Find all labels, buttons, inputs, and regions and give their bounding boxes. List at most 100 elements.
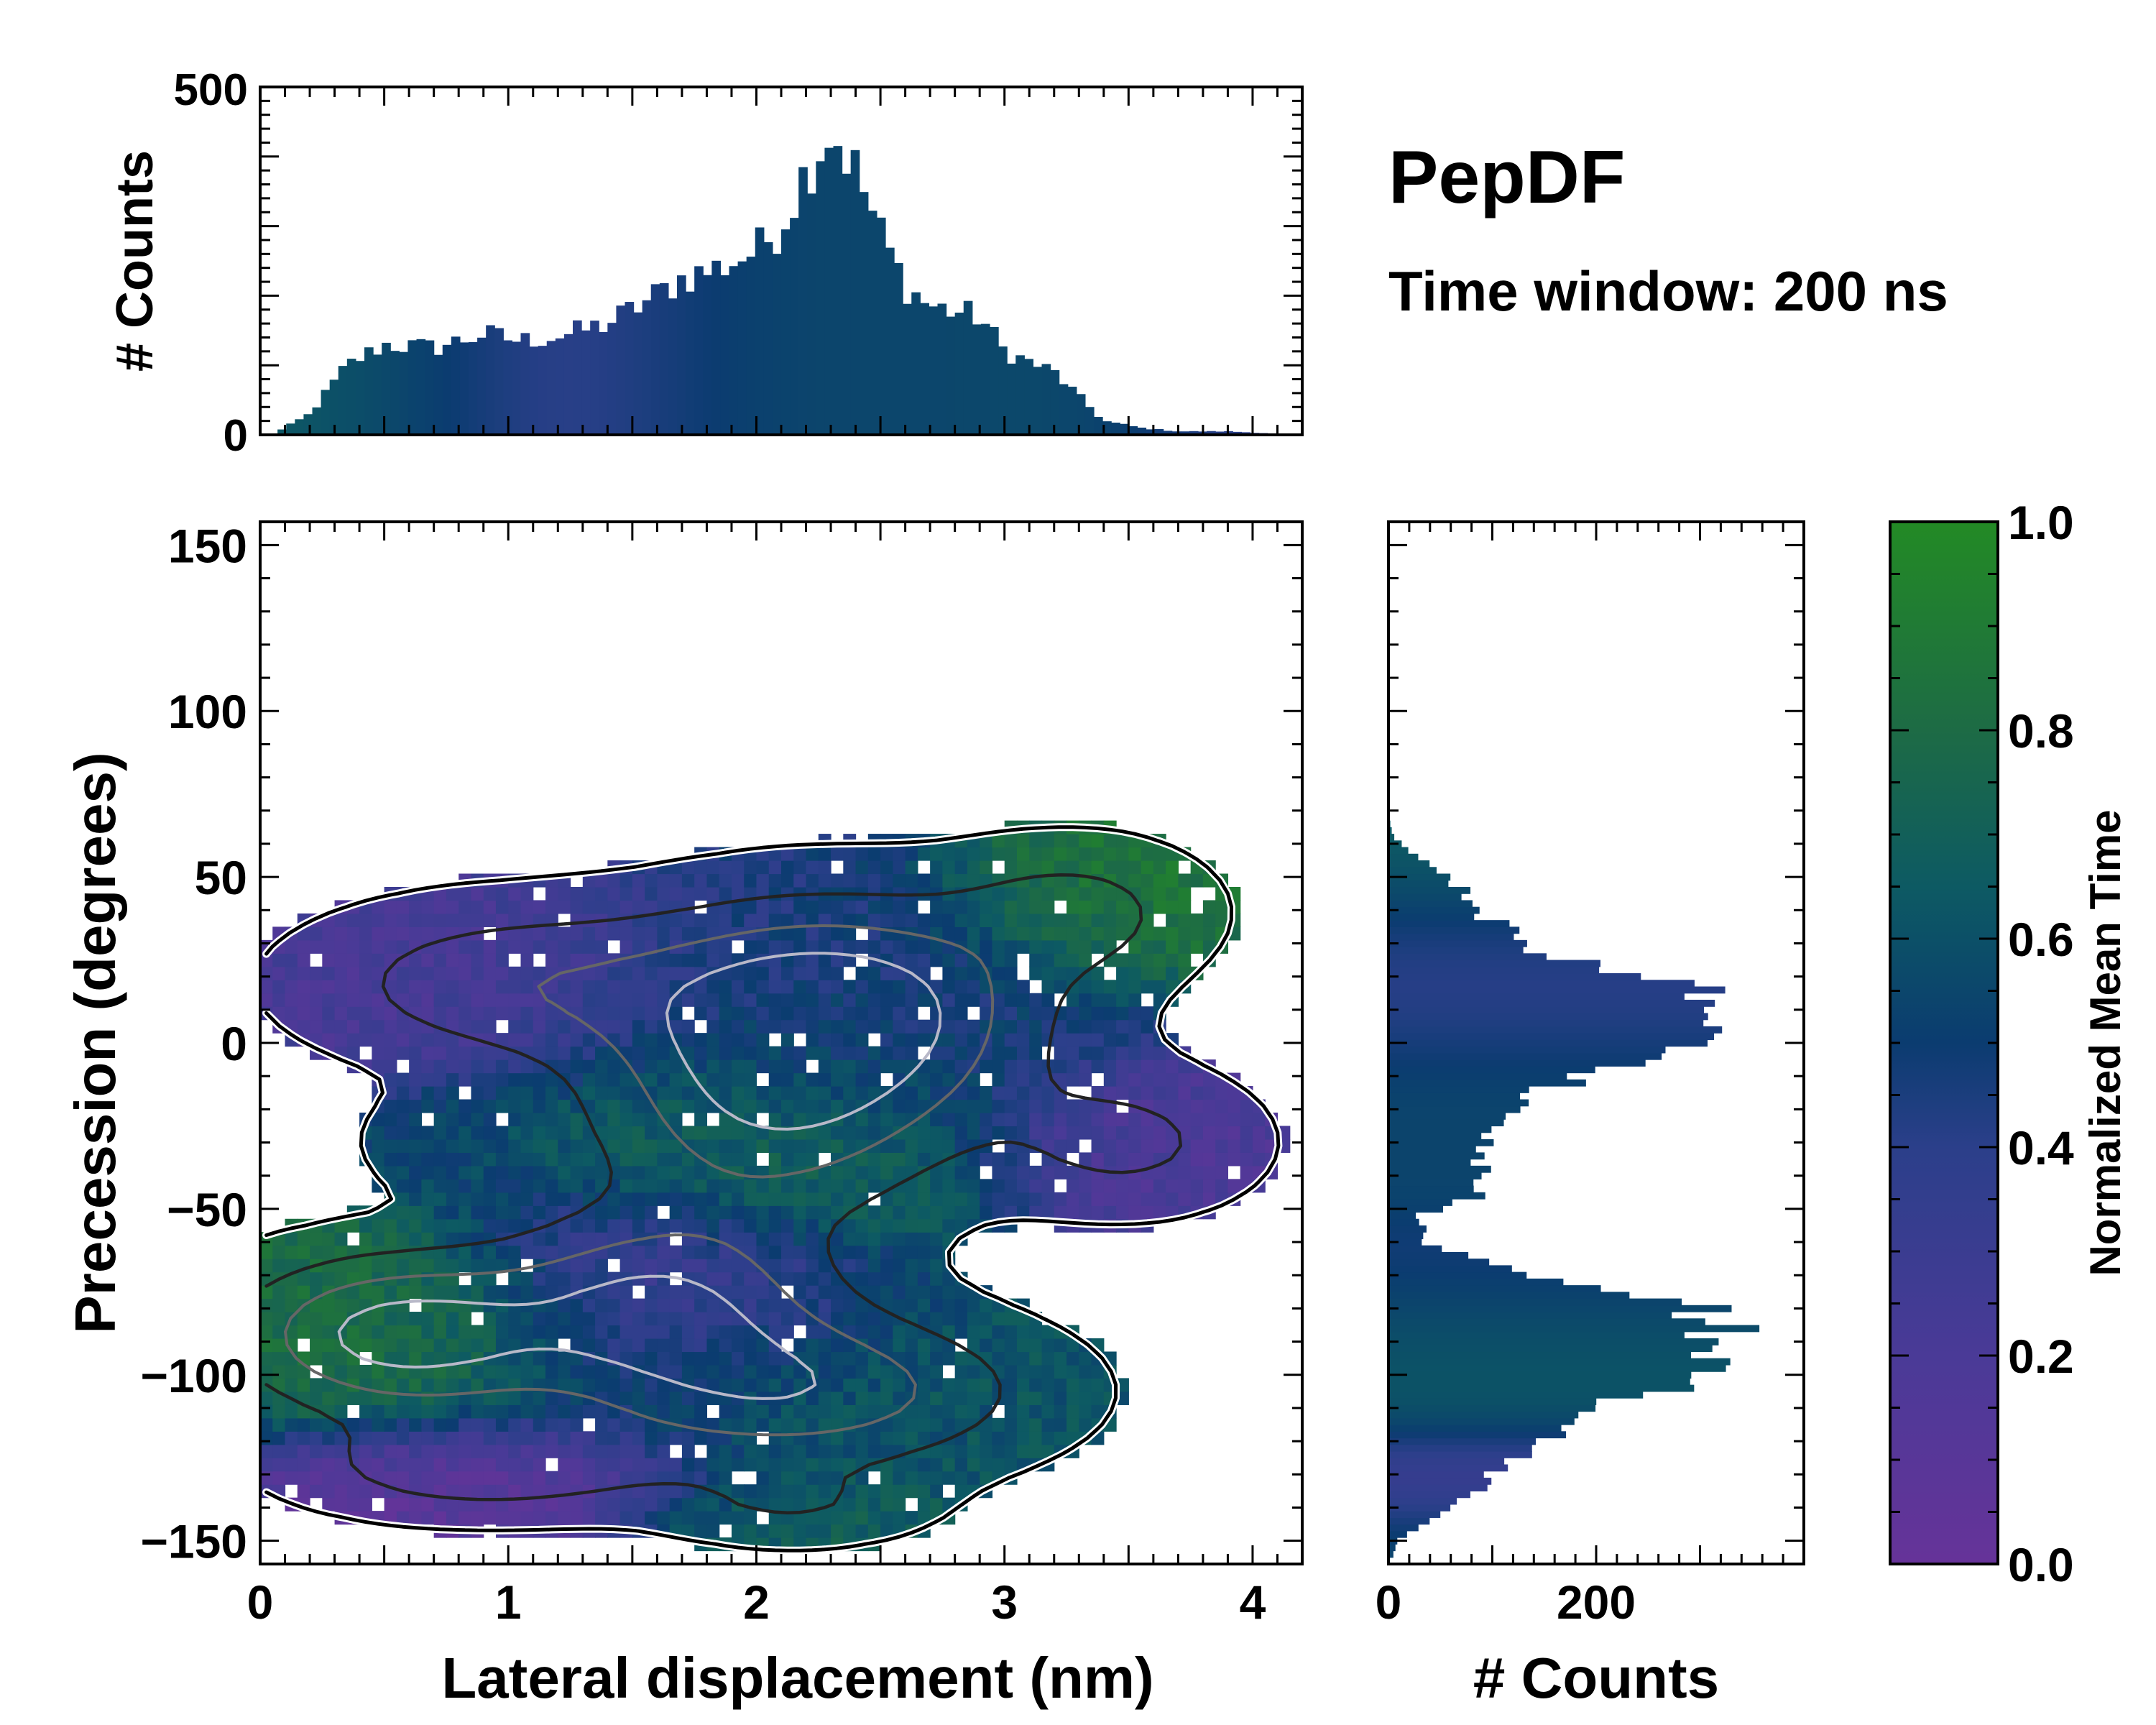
heatmap-cell [806, 1444, 819, 1458]
heatmap-cell [459, 1325, 472, 1339]
heatmap-cell [744, 1006, 757, 1021]
heatmap-cell [632, 1431, 645, 1445]
heatmap-cell [657, 1351, 671, 1366]
heatmap-cell [967, 1471, 980, 1485]
heatmap-cell [893, 1338, 906, 1353]
heatmap-cell [818, 1471, 831, 1485]
heatmap-cell [260, 1417, 273, 1432]
heatmap-cell [645, 1218, 658, 1233]
heatmap-cell [471, 993, 484, 1007]
heatmap-cell [930, 900, 944, 914]
heatmap-cell [384, 1404, 397, 1419]
heatmap-cell [545, 1378, 558, 1392]
heatmap-cell [855, 1126, 869, 1140]
heatmap-cell [372, 1259, 385, 1273]
heatmap-cell [930, 1086, 944, 1100]
heatmap-cell [744, 1378, 757, 1392]
heatmap-cell [1067, 1192, 1079, 1206]
heatmap-cell [1041, 1192, 1055, 1206]
heatmap-cell [409, 1126, 423, 1140]
heatmap-cell [545, 1205, 558, 1220]
heatmap-cell [1128, 1046, 1142, 1060]
heatmap-cell [1004, 1165, 1018, 1179]
heatmap-cell [731, 1099, 745, 1113]
heatmap-cell [433, 1165, 447, 1179]
heatmap-cell [508, 1165, 522, 1179]
heatmap-cell [508, 1099, 522, 1113]
heatmap-cell [1153, 1072, 1166, 1087]
heatmap-cell [582, 1338, 596, 1353]
heatmap-cell [669, 1245, 683, 1259]
heatmap-cell [756, 1378, 770, 1392]
heatmap-cell [893, 1138, 906, 1153]
heatmap-cell [818, 1259, 831, 1273]
heatmap-cell [967, 1391, 980, 1405]
heatmap-cell [756, 993, 770, 1007]
heatmap-cell [1128, 1086, 1142, 1100]
heatmap-cell [1091, 1179, 1105, 1193]
heatmap-cell [967, 1086, 980, 1100]
heatmap-cell [818, 1099, 831, 1113]
heatmap-cell [1041, 1126, 1055, 1140]
heatmap-cell [1067, 1351, 1079, 1366]
heatmap-cell [533, 1179, 546, 1193]
heatmap-cell [322, 1019, 336, 1034]
heatmap-cell [706, 1271, 720, 1286]
heatmap-cell [880, 913, 893, 927]
heatmap-cell [843, 1312, 857, 1326]
heatmap-cell [669, 926, 683, 941]
heatmap-cell [893, 980, 906, 994]
heatmap-cell [719, 1126, 732, 1140]
heatmap-cell [967, 873, 980, 888]
heatmap-cell [657, 1179, 671, 1193]
heatmap-cell [582, 1325, 596, 1339]
heatmap-cell [843, 1046, 857, 1060]
colorbar-gradient [1890, 522, 1998, 1564]
heatmap-cell [681, 1285, 695, 1300]
heatmap-cell [1041, 1431, 1055, 1445]
heatmap-cell [954, 1378, 968, 1392]
heatmap-cell [1054, 1351, 1067, 1366]
heatmap-cell [719, 1471, 732, 1485]
heatmap-cell [1054, 1378, 1067, 1392]
heatmap-cell [694, 1218, 708, 1233]
heatmap-cell [1041, 1378, 1055, 1392]
right-histogram-bar [1388, 1218, 1419, 1226]
heatmap-cell [409, 1192, 423, 1206]
heatmap-cell [396, 900, 410, 914]
heatmap-cell [768, 1404, 782, 1419]
heatmap-cell [520, 1325, 534, 1339]
heatmap-cell [930, 1271, 944, 1286]
heatmap-cell [806, 966, 819, 980]
heatmap-cell [1116, 980, 1129, 994]
heatmap-cell [297, 1471, 310, 1485]
heatmap-cell [744, 1484, 757, 1499]
heatmap-cell [619, 1417, 633, 1432]
heatmap-cell [954, 1006, 968, 1021]
right-histogram-bar [1388, 953, 1547, 961]
heatmap-cell [1004, 1006, 1018, 1021]
heatmap-cell [260, 1431, 273, 1445]
right-histogram-bar [1388, 853, 1419, 861]
heatmap-cell [768, 1298, 782, 1312]
heatmap-cell [694, 1271, 708, 1286]
top-histogram-ticks [259, 86, 1304, 436]
heatmap-cell [781, 860, 794, 875]
heatmap-cell [694, 1205, 708, 1220]
heatmap-cell [954, 1179, 968, 1193]
heatmap-cell [893, 1033, 906, 1047]
heatmap-cell [595, 1511, 608, 1525]
heatmap-cell [459, 1019, 472, 1034]
heatmap-cell [322, 1484, 336, 1499]
heatmap-cell [421, 1378, 435, 1392]
heatmap-cell [433, 1325, 447, 1339]
heatmap-cell [607, 1298, 621, 1312]
heatmap-cell [967, 1126, 980, 1140]
heatmap-cell [793, 1338, 807, 1353]
heatmap-cell [793, 1232, 807, 1246]
top-histogram-bar [824, 147, 834, 435]
heatmap-cell [706, 1312, 720, 1326]
top-histogram-bar [329, 380, 339, 435]
heatmap-cell [520, 953, 534, 967]
